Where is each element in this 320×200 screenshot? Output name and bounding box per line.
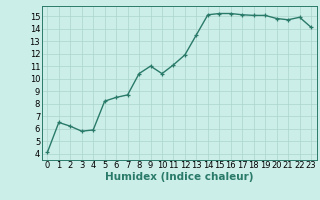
X-axis label: Humidex (Indice chaleur): Humidex (Indice chaleur) <box>105 172 253 182</box>
